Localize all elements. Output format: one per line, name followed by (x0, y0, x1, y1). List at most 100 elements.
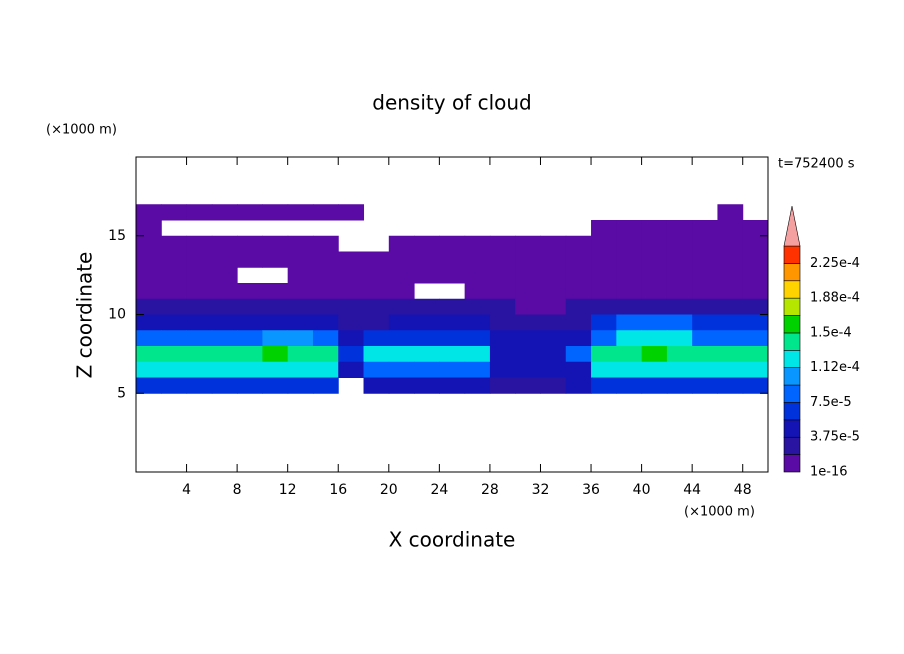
contour-cell (489, 298, 516, 315)
contour-cell (312, 377, 339, 394)
contour-cell (489, 251, 516, 268)
contour-cell (591, 251, 617, 268)
contour-cell (616, 283, 643, 300)
contour-cell (161, 204, 188, 221)
contour-cell (540, 377, 567, 394)
contour-cell (211, 283, 238, 300)
contour-cell (237, 361, 263, 378)
contour-cell (692, 314, 718, 331)
contour-cell (666, 330, 693, 347)
x-tick-label: 24 (430, 482, 448, 498)
contour-cell (287, 235, 314, 252)
contour-cell (641, 283, 668, 300)
contour-cell (287, 298, 314, 315)
contour-cell (591, 346, 617, 363)
contour-cell (464, 267, 491, 284)
contour-cell (464, 346, 491, 363)
x-tick-label: 28 (481, 482, 499, 498)
contour-cell (616, 361, 643, 378)
contour-cell (717, 220, 744, 237)
contour-cell (717, 267, 744, 284)
contour-cell (439, 251, 466, 268)
contour-cell (136, 330, 162, 347)
colorbar-label: 1.12e-4 (810, 360, 860, 375)
contour-cell (363, 267, 390, 284)
contour-cell (692, 346, 718, 363)
contour-cell (641, 361, 668, 378)
contour-cell (388, 377, 415, 394)
contour-cell (287, 361, 314, 378)
contour-cell (262, 346, 289, 363)
colorbar-label: 1e-16 (810, 465, 848, 480)
contour-cell (312, 314, 339, 331)
contour-cell (136, 283, 162, 300)
contour-cell (742, 220, 769, 237)
contour-cell (742, 283, 769, 300)
contour-cell (616, 251, 643, 268)
contour-cell (439, 361, 466, 378)
contour-cell (237, 298, 263, 315)
contour-cell (540, 283, 567, 300)
colorbar-label: 1.5e-4 (810, 325, 852, 340)
contour-cell (312, 267, 339, 284)
contour-cell (692, 235, 718, 252)
contour-cell (312, 235, 339, 252)
contour-cell (186, 314, 213, 331)
contour-cell (464, 377, 491, 394)
contour-cell (211, 267, 238, 284)
contour-cell (439, 314, 466, 331)
contour-cell (742, 314, 769, 331)
contour-cell (262, 298, 289, 315)
contour-cell (692, 298, 718, 315)
contour-cell (262, 377, 289, 394)
contour-cell (338, 361, 365, 378)
contour-cell (211, 314, 238, 331)
contour-cell (616, 330, 643, 347)
contour-cell (515, 346, 541, 363)
contour-cell (161, 361, 188, 378)
contour-cell (211, 346, 238, 363)
y-tick-label: 5 (117, 385, 126, 401)
contour-cell (489, 377, 516, 394)
contour-cell (136, 377, 162, 394)
contour-cell (692, 361, 718, 378)
contour-cell (414, 298, 440, 315)
contour-cell (540, 346, 567, 363)
contour-cell (464, 314, 491, 331)
contour-cell (666, 298, 693, 315)
contour-cell (186, 283, 213, 300)
contour-cell (312, 361, 339, 378)
contour-cell (287, 346, 314, 363)
contour-cell (237, 235, 263, 252)
contour-cell (515, 283, 541, 300)
y-unit: (×1000 m) (46, 123, 117, 138)
contour-cell (414, 361, 440, 378)
contour-cell (641, 314, 668, 331)
contour-cell (515, 377, 541, 394)
contour-cell (489, 361, 516, 378)
contour-cell (742, 298, 769, 315)
contour-cell (262, 314, 289, 331)
contour-cell (565, 361, 592, 378)
contour-cell (414, 267, 440, 284)
contour-cell (161, 251, 188, 268)
contour-cell (414, 377, 440, 394)
contour-cell (262, 235, 289, 252)
colorbar-label: 2.25e-4 (810, 256, 860, 271)
contour-cell (464, 330, 491, 347)
colorbar-extension (783, 205, 801, 247)
contour-cell (565, 346, 592, 363)
contour-cell (388, 298, 415, 315)
colorbar-segment (783, 263, 801, 282)
contour-cell (489, 267, 516, 284)
contour-cell (565, 251, 592, 268)
contour-cell (388, 346, 415, 363)
contour-cell (666, 251, 693, 268)
contour-cell (591, 235, 617, 252)
y-tick-label: 15 (108, 228, 126, 244)
contour-cell (666, 283, 693, 300)
contour-cell (161, 235, 188, 252)
contour-cell (363, 346, 390, 363)
contour-cell (641, 235, 668, 252)
x-tick-label: 36 (582, 482, 600, 498)
